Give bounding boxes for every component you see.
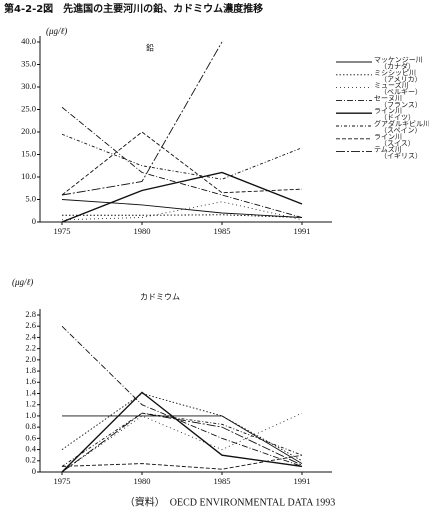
- figure-title: 第4-2-2図 先進国の主要河川の鉛、カドミウム濃度推移: [4, 2, 263, 15]
- y-tick-label: 1.2: [25, 399, 36, 409]
- y-axis-label: (μg/ℓ): [46, 26, 67, 36]
- x-tick-label: 1975: [54, 476, 71, 486]
- y-tick-label: 2.8: [25, 309, 36, 319]
- y-tick-label: 30.0: [21, 81, 36, 91]
- y-tick-label: 1.6: [25, 376, 36, 386]
- y-tick-label: 2.0: [25, 354, 36, 364]
- legend-label: ライン川: [374, 107, 402, 115]
- series-line: [61, 393, 303, 462]
- legend-label: テムズ川: [374, 145, 402, 154]
- y-tick-label: 2.2: [25, 343, 36, 353]
- series-line: [61, 199, 303, 218]
- y-tick-label: 5.0: [25, 193, 36, 203]
- chart-title: 鉛: [146, 43, 154, 53]
- series-line: [61, 454, 303, 470]
- y-tick-label: 10.0: [21, 171, 36, 181]
- legend-country: （ベルギー）: [380, 88, 422, 96]
- series-line: [61, 325, 303, 467]
- series-line: [61, 412, 303, 467]
- series-line: [61, 412, 303, 473]
- series-line: [62, 415, 303, 464]
- y-tick-label: 35.0: [21, 58, 36, 68]
- series-line: [61, 171, 303, 223]
- y-tick-label: 15.0: [21, 148, 36, 158]
- series-line: [62, 214, 303, 218]
- legend-country: （フランス）: [380, 101, 422, 109]
- legend-country: （スペイン）: [380, 127, 422, 135]
- y-tick-label: 0.8: [25, 421, 36, 431]
- legend-label: マッケンジー川: [374, 56, 423, 64]
- series-line: [61, 201, 303, 221]
- legend-country: （イギリス）: [380, 152, 422, 160]
- legend-country: （スイス）: [380, 139, 415, 147]
- y-tick-label: 0.2: [25, 455, 36, 465]
- legend-label: ミューズ川: [374, 81, 409, 90]
- series-line: [61, 106, 303, 218]
- y-tick-label: 25.0: [21, 103, 36, 113]
- y-tick-label: 0: [32, 466, 36, 476]
- legend-country: （ドイツ）: [380, 114, 415, 122]
- x-tick-label: 1980: [134, 226, 151, 236]
- legend-label: ライン川: [374, 133, 402, 141]
- legend-country: （アメリカ）: [380, 75, 422, 83]
- legend-label: セーヌ川: [374, 94, 402, 102]
- y-tick-label: 0: [32, 216, 36, 226]
- series-line: [61, 41, 223, 196]
- y-tick-label: 0.6: [25, 432, 36, 442]
- x-tick-label: 1985: [214, 226, 231, 236]
- y-tick-label: 40.0: [21, 36, 36, 46]
- series-line: [61, 131, 303, 196]
- y-tick-label: 2.4: [25, 331, 36, 341]
- chart-title: カドミウム: [140, 293, 180, 302]
- x-tick-label: 1975: [54, 226, 71, 236]
- x-tick-label: 1985: [214, 476, 231, 486]
- y-tick-label: 0.4: [25, 444, 36, 454]
- source: （資料） OECD ENVIRONMENTAL DATA 1993: [125, 495, 336, 508]
- y-tick-label: 20.0: [21, 126, 36, 136]
- series-line: [61, 412, 303, 473]
- series-line: [61, 391, 303, 473]
- x-tick-label: 1991: [294, 476, 311, 486]
- x-tick-label: 1991: [294, 226, 311, 236]
- legend-label: グアダルキビル川: [374, 119, 429, 128]
- y-tick-label: 1.8: [25, 365, 36, 375]
- y-tick-label: 2.6: [25, 320, 36, 330]
- legend-label: ミシシッピ川: [374, 69, 416, 77]
- series-line: [61, 133, 303, 180]
- y-tick-label: 1.0: [25, 410, 36, 420]
- y-axis-label: (μg/ℓ): [12, 277, 33, 287]
- x-tick-label: 1980: [134, 476, 151, 486]
- y-tick-label: 1.4: [25, 387, 36, 397]
- legend-country: （カナダ）: [380, 62, 415, 71]
